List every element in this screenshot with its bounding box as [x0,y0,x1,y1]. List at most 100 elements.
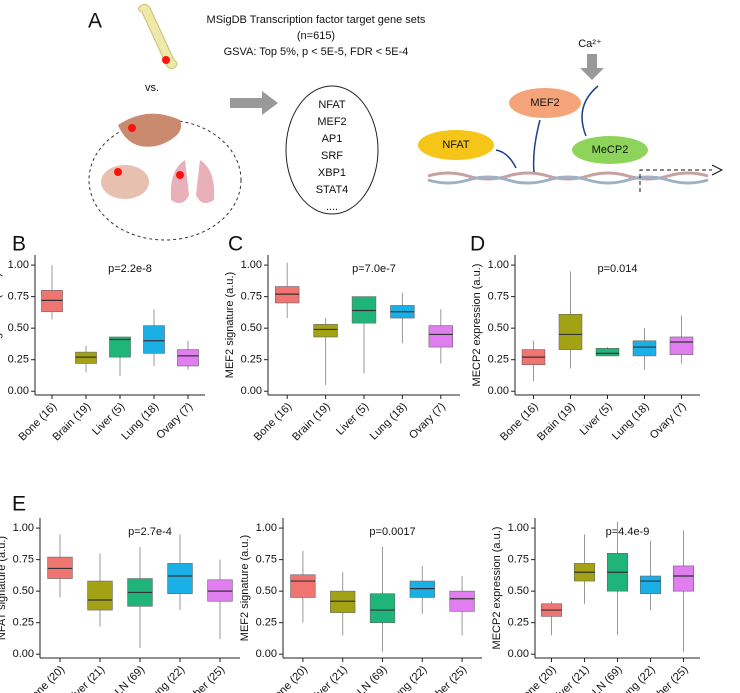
dna [427,171,709,185]
factor: SRF [321,150,343,162]
x-tick-label: Bone (20) [267,664,310,693]
chart-title: p=0.0017 [369,526,415,538]
header-line: MSigDB Transcription factor target gene … [207,14,426,26]
y-tick-label: 0.00 [13,648,34,660]
box [47,556,73,579]
x-tick-label: Ovary (7) [407,401,448,442]
x-tick-label: LN (69) [355,664,389,693]
factor: NFAT [318,99,346,111]
mef2-node [509,88,581,118]
x-tick-label: Bone (20) [516,664,559,693]
panel-label: B [12,233,26,256]
y-tick-label: 0.00 [256,648,277,660]
x-tick-label: Lung (22) [388,664,430,693]
y-tick-label: 0.75 [488,291,509,303]
chart-title: p=7.0e-7 [352,263,396,275]
box [274,286,300,304]
header-line: (n=615) [297,30,335,42]
box [409,580,435,598]
x-tick-label: Lung (18) [368,401,410,443]
box [87,580,113,611]
box [41,290,63,313]
x-tick-label: Liver (21) [309,664,350,693]
box [207,579,233,602]
x-tick-label: Liver (5) [334,401,371,438]
arrowhead [711,164,724,176]
box [177,349,199,367]
panel-label: D [470,233,485,256]
mecp2-node [572,136,648,164]
x-tick-label: LN (69) [113,664,147,693]
y-tick-label: 0.00 [241,385,262,397]
panel-label: A [88,10,102,33]
y-tick-label: 1.00 [256,522,277,534]
node-label: MEF2 [530,97,559,109]
y-tick-label: 0.25 [13,617,34,629]
box [143,325,165,354]
box [449,590,475,612]
bone-icon [137,3,178,69]
box [639,575,662,594]
box [290,574,316,598]
box [109,336,131,358]
y-tick-label: 1.00 [241,259,262,271]
regulation-arrows [495,85,599,173]
y-tick-label: 0.00 [8,385,29,397]
organ-group [88,119,242,241]
transcription-arrow [639,169,712,192]
box [672,565,695,592]
chart-title: p=4.4e-9 [606,526,650,538]
box [595,348,620,357]
organs-icon [101,113,215,204]
node-label: MeCP2 [592,144,629,156]
x-tick-label: Ovary (7) [154,401,195,442]
chart-title: p=2.2e-8 [108,263,152,275]
y-tick-label: 0.25 [241,354,262,366]
box [351,296,377,324]
x-tick-label: Bone (16) [498,401,541,444]
y-tick-label: 0.75 [508,554,529,566]
y-axis-label: MECP2 expression (a.u.) [471,264,483,387]
x-tick-label: Bone (20) [25,664,68,693]
y-tick-label: 0.25 [8,354,29,366]
y-tick-label: 0.75 [13,554,34,566]
x-tick-label: Brain (19) [290,401,333,444]
x-tick-label: Liver (21) [66,664,107,693]
y-axis-label: MEF2 signature (a.u.) [239,535,251,641]
y-axis-label: MEF2 signature (a.u.) [224,272,236,378]
panel-label: E [12,493,26,516]
factor-list-frame [285,85,379,215]
y-tick-label: 0.00 [488,385,509,397]
y-tick-label: 0.25 [508,617,529,629]
y-axis-label: NFAT signature (a.u.) [0,273,3,377]
factor: XBP1 [318,167,346,179]
x-tick-label: Lung (22) [145,664,187,693]
y-tick-label: 0.25 [256,617,277,629]
x-tick-label: Lung (18) [610,401,652,443]
y-tick-label: 0.00 [508,648,529,660]
arrow [230,91,278,115]
box [75,351,97,364]
y-tick-label: 0.50 [508,585,529,597]
box [669,336,694,355]
y-axis-label: NFAT signature (a.u.) [0,536,8,640]
factor: AP1 [322,133,343,145]
y-tick-label: 1.00 [13,522,34,534]
calcium-label: Ca²⁺ [578,38,602,50]
box [369,593,396,623]
x-tick-label: Bone (16) [252,401,295,444]
box [313,324,338,338]
panel-label: C [228,233,243,256]
y-axis-label: MECP2 expression (a.u.) [491,527,503,650]
factor: .... [326,201,338,213]
x-tick-label: Lung (22) [616,664,658,693]
chart-title: p=2.7e-4 [128,526,172,538]
x-tick-label: Other (25) [183,664,227,693]
header-line: GSVA: Top 5%, p < 5E-5, FDR < 5E-4 [224,46,409,58]
y-tick-label: 0.75 [8,291,29,303]
y-tick-label: 1.00 [8,259,29,271]
box [558,313,583,350]
x-tick-label: Brain (19) [535,401,578,444]
node-label: NFAT [442,139,470,151]
x-tick-label: Lung (18) [119,401,161,443]
